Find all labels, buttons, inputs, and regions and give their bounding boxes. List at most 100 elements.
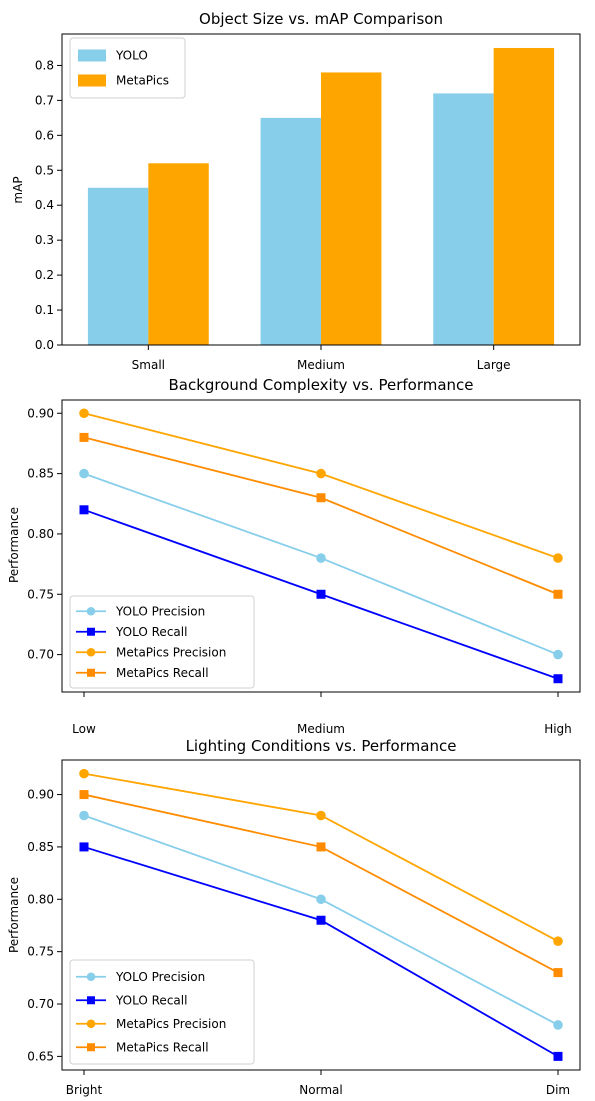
y-tick-label: 0.70 bbox=[27, 648, 54, 662]
y-tick-label: 0.6 bbox=[35, 128, 54, 142]
marker-metapics-recall-low bbox=[79, 432, 89, 442]
bar-yolo-large bbox=[433, 93, 494, 345]
legend-swatch bbox=[78, 49, 106, 62]
chart-0: Object Size vs. mAP Comparison mAP 0.0 0.1 0… bbox=[11, 10, 581, 372]
marker-metapics-precision-dim bbox=[553, 936, 563, 946]
legend: YOLO MetaPics bbox=[69, 37, 186, 99]
plot-frame bbox=[61, 759, 581, 1071]
y-tick-label: 0.80 bbox=[27, 892, 54, 906]
legend-swatch bbox=[78, 74, 106, 87]
marker-yolo-recall-high bbox=[553, 674, 563, 684]
marker-metapics-precision-low bbox=[79, 408, 89, 419]
y-tick-label: 0.8 bbox=[35, 58, 54, 72]
chart-title: Background Complexity vs. Performance bbox=[168, 376, 473, 394]
line-metapics-recall bbox=[83, 793, 559, 974]
y-tick-label: 0.5 bbox=[35, 163, 54, 177]
legend-marker bbox=[86, 606, 96, 616]
plot-frame bbox=[61, 33, 581, 346]
marker-yolo-recall-low bbox=[79, 505, 89, 515]
y-tick-label: 0.90 bbox=[27, 788, 54, 802]
legend-label: MetaPics Recall bbox=[116, 666, 209, 680]
legend-marker bbox=[86, 647, 96, 657]
x-tick-label: Bright bbox=[66, 1083, 103, 1097]
marker-metapics-recall-high bbox=[553, 589, 563, 599]
bar-yolo-small bbox=[87, 187, 149, 345]
y-tick-label: 0.7 bbox=[35, 93, 54, 107]
x-tick-label: High bbox=[544, 722, 572, 736]
chart-2: Lighting Conditions vs. Performance Perfo… bbox=[7, 737, 581, 1097]
marker-metapics-recall-bright bbox=[79, 790, 89, 800]
bar-metapics-large bbox=[493, 47, 555, 345]
y-axis-label: Performance bbox=[7, 877, 21, 953]
marker-metapics-precision-normal bbox=[316, 810, 326, 821]
legend-box bbox=[69, 37, 186, 99]
line-metapics-recall bbox=[83, 436, 559, 596]
marker-yolo-precision-normal bbox=[316, 894, 326, 905]
marker-yolo-precision-low bbox=[79, 468, 89, 479]
legend-label: MetaPics bbox=[116, 74, 169, 88]
legend-label: MetaPics Precision bbox=[116, 1017, 226, 1031]
marker-metapics-precision-medium bbox=[316, 468, 326, 479]
legend-marker bbox=[87, 627, 95, 636]
y-tick-label: 0.2 bbox=[35, 268, 54, 282]
marker-yolo-recall-bright bbox=[79, 842, 89, 852]
marker-yolo-recall-normal bbox=[316, 915, 326, 925]
legend-label: MetaPics Precision bbox=[116, 645, 226, 659]
marker-metapics-recall-normal bbox=[316, 842, 326, 852]
legend-label: YOLO Recall bbox=[115, 993, 187, 1007]
x-tick-label: Large bbox=[477, 358, 511, 372]
legend-label: YOLO Recall bbox=[115, 625, 187, 639]
marker-yolo-precision-high bbox=[553, 649, 563, 660]
y-tick-label: 0.90 bbox=[27, 406, 54, 420]
legend-box bbox=[69, 595, 255, 689]
x-tick-label: Normal bbox=[299, 1083, 342, 1097]
marker-metapics-recall-dim bbox=[553, 968, 563, 978]
legend-box bbox=[69, 959, 255, 1065]
marker-metapics-recall-medium bbox=[316, 493, 326, 503]
marker-metapics-precision-high bbox=[553, 553, 563, 563]
y-tick-label: 0.75 bbox=[27, 945, 54, 959]
y-tick-label: 0.80 bbox=[27, 527, 54, 541]
chart-title: Lighting Conditions vs. Performance bbox=[186, 737, 457, 755]
legend-marker bbox=[87, 1043, 95, 1052]
x-tick-label: Small bbox=[132, 358, 165, 372]
chart-title: Object Size vs. mAP Comparison bbox=[199, 10, 443, 28]
bar-metapics-medium bbox=[321, 72, 382, 345]
y-tick-label: 0.70 bbox=[27, 997, 54, 1011]
bar-yolo-medium bbox=[260, 117, 321, 345]
marker-yolo-precision-medium bbox=[316, 553, 326, 563]
y-tick-label: 0.85 bbox=[27, 840, 54, 854]
y-axis-label: Performance bbox=[7, 507, 21, 583]
bar-metapics-small bbox=[148, 163, 209, 345]
x-tick-label: Medium bbox=[297, 358, 345, 372]
x-tick-label: Dim bbox=[546, 1083, 570, 1097]
y-axis-label: mAP bbox=[11, 176, 25, 203]
plot-frame bbox=[61, 399, 581, 693]
y-tick-label: 0.1 bbox=[35, 303, 54, 317]
chart-1: Background Complexity vs. Performance Per… bbox=[7, 376, 581, 736]
y-tick-label: 0.0 bbox=[35, 338, 54, 352]
x-tick-label: Medium bbox=[297, 722, 345, 736]
y-tick-label: 0.75 bbox=[27, 587, 54, 601]
legend: YOLO Precision YOLO Recall MetaPics Precis… bbox=[69, 959, 255, 1065]
legend-label: YOLO bbox=[115, 49, 148, 63]
marker-yolo-precision-dim bbox=[553, 1020, 563, 1030]
line-metapics-precision bbox=[83, 412, 559, 559]
marker-yolo-precision-bright bbox=[79, 810, 89, 821]
y-tick-label: 0.4 bbox=[35, 198, 54, 212]
marker-yolo-recall-dim bbox=[553, 1051, 563, 1061]
legend-marker bbox=[86, 972, 96, 982]
legend-marker bbox=[86, 1019, 96, 1029]
legend-marker bbox=[87, 996, 95, 1005]
marker-metapics-precision-bright bbox=[79, 768, 89, 779]
marker-yolo-recall-medium bbox=[316, 589, 326, 599]
y-tick-label: 0.85 bbox=[27, 467, 54, 481]
legend-marker bbox=[87, 668, 95, 677]
legend-label: YOLO Precision bbox=[115, 604, 205, 618]
y-tick-label: 0.3 bbox=[35, 233, 54, 247]
x-tick-label: Low bbox=[72, 722, 96, 736]
legend: YOLO Precision YOLO Recall MetaPics Precis… bbox=[69, 595, 255, 689]
y-tick-label: 0.65 bbox=[27, 1049, 54, 1063]
legend-label: MetaPics Recall bbox=[116, 1040, 209, 1054]
